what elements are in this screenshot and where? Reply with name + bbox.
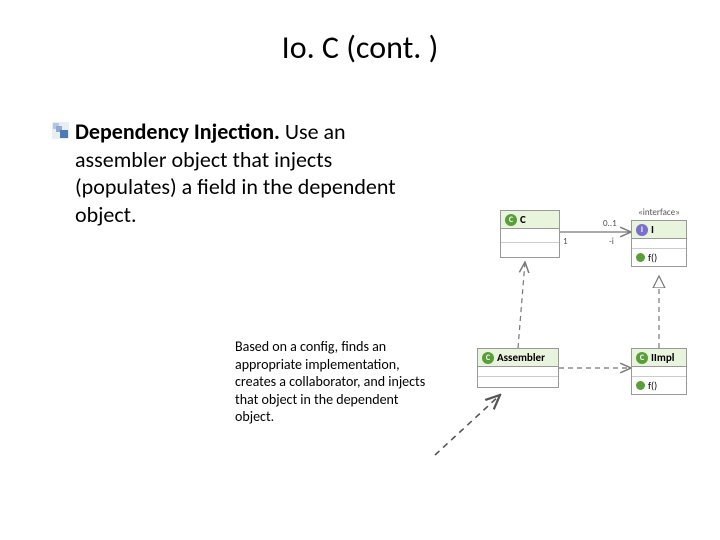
node-iimpl-method: f() [648, 379, 657, 392]
uml-node-c: C C [500, 210, 560, 258]
node-i-method: f() [648, 251, 657, 264]
interface-badge-icon: I [636, 224, 648, 236]
uml-node-i: I I f() [631, 220, 687, 267]
uml-diagram: C C «interface» I I f() C Assembler C II… [445, 210, 715, 460]
mult-i-side: 0..1 [603, 218, 617, 229]
class-badge-icon: C [505, 214, 517, 226]
slide-title: Io. C (cont. ) [0, 28, 720, 67]
node-i-label: I [651, 223, 654, 236]
class-badge-icon: C [636, 352, 648, 364]
method-badge-icon [636, 253, 645, 262]
node-assembler-label: Assembler [497, 351, 545, 364]
body-paragraph: Dependency Injection. Use an assembler o… [75, 118, 435, 228]
mult-c-side: 1 [563, 236, 568, 247]
uml-node-assembler: C Assembler [477, 348, 559, 388]
subtext-paragraph: Based on a config, finds an appropriate … [235, 338, 435, 426]
node-c-label: C [520, 213, 526, 226]
node-i-stereotype: «interface» [631, 207, 687, 218]
node-iimpl-label: IImpl [651, 351, 674, 364]
mult-role: -i [609, 236, 614, 247]
uml-node-iimpl: C IImpl f() [631, 348, 687, 395]
body-bold: Dependency Injection. [75, 118, 280, 145]
bullet-icon [52, 122, 69, 139]
class-badge-icon: C [482, 352, 494, 364]
method-badge-icon [636, 381, 645, 390]
